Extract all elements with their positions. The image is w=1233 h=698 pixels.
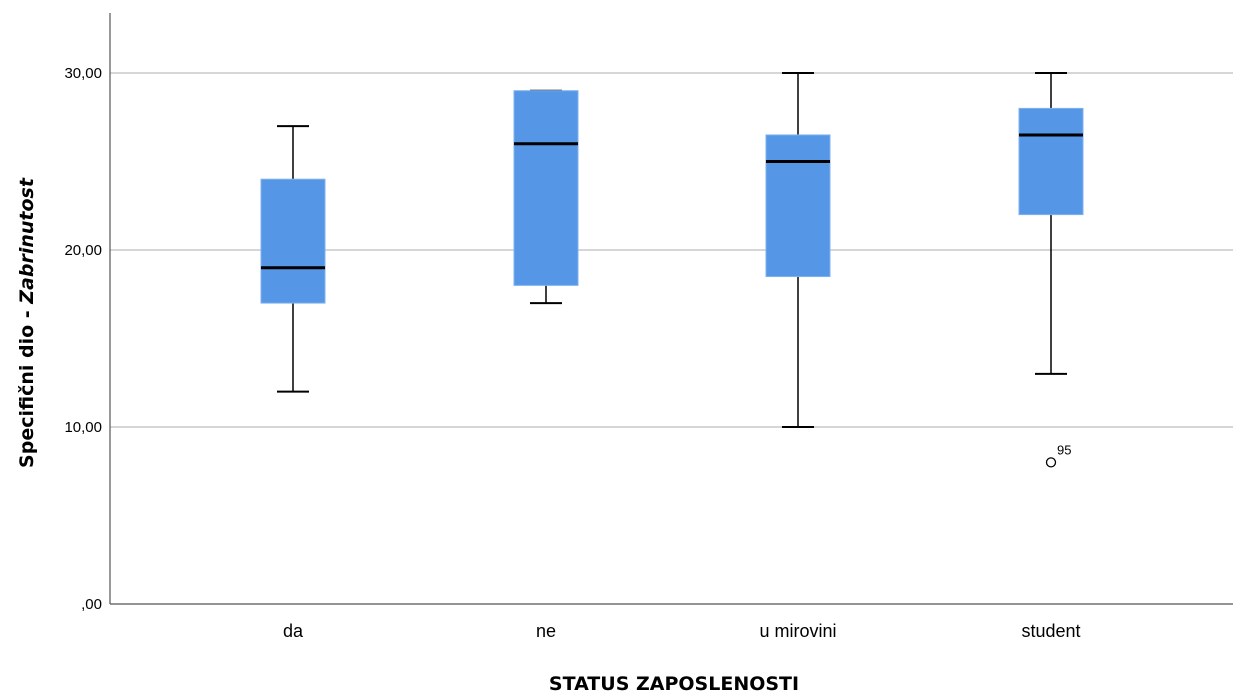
y-tick-label-10: 10,00: [64, 419, 102, 436]
box-ne: [513, 89, 579, 305]
x-tick-label-da: da: [283, 621, 304, 641]
y-tick-label-30: 30,00: [64, 65, 102, 82]
y-tick-label-0: ,00: [81, 596, 102, 613]
y-axis-label-italic: Zabrinutost: [16, 177, 38, 305]
outlier-label-student: 95: [1057, 442, 1071, 457]
x-tick-label-u-mirovini: u mirovini: [759, 621, 836, 641]
box-u-mirovini: [765, 72, 831, 428]
iqr-box-u-mirovini: [765, 134, 831, 278]
x-axis-label: STATUS ZAPOSLENOSTI: [549, 673, 799, 695]
box-layer: [260, 72, 1084, 468]
x-tick-label-student: student: [1021, 621, 1080, 641]
y-axis-label: Specifični dio - Zabrinutost: [16, 177, 38, 468]
iqr-box-da: [260, 178, 326, 304]
x-tick-label-ne: ne: [536, 621, 556, 641]
box-da: [260, 125, 326, 393]
label-layer: ,00 10,00 20,00 30,00 da ne u mirovini student 9…: [64, 65, 1080, 641]
y-axis-label-main: Specifični dio -: [16, 304, 38, 468]
iqr-box-student: [1018, 107, 1084, 216]
outlier-point-student: [1045, 457, 1057, 468]
y-tick-label-20: 20,00: [64, 242, 102, 259]
iqr-box-ne: [513, 90, 579, 286]
box-student: [1018, 72, 1084, 375]
axis-layer: [109, 13, 1233, 605]
